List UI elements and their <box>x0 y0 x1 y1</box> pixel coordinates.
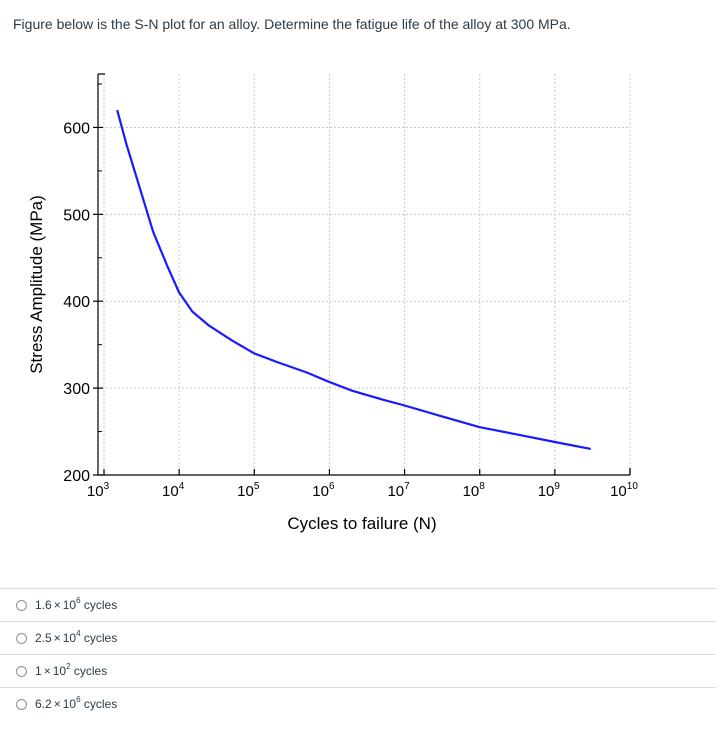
answer-option-3[interactable]: 1 × 102 cycles <box>0 654 716 687</box>
sn-chart: 200 300 400 500 600 103 104 105 106 107 108 109 1010… <box>0 60 716 560</box>
x-tick-label: 105 <box>237 481 260 500</box>
y-tick-label: 300 <box>63 381 90 398</box>
answer-option-2[interactable]: 2.5 × 104 cycles <box>0 621 716 654</box>
x-tick-label: 106 <box>312 481 335 500</box>
y-tick-label: 500 <box>63 207 90 224</box>
x-tick-label: 104 <box>162 481 185 500</box>
x-tick-label: 103 <box>87 481 110 500</box>
answer-label: 1 × 102 cycles <box>35 662 108 679</box>
y-tick-label: 200 <box>63 468 90 485</box>
radio-button[interactable] <box>16 698 27 710</box>
y-tick-label: 600 <box>63 120 90 137</box>
answer-label: 6.2 × 106 cycles <box>35 695 118 712</box>
sn-curve <box>116 109 591 450</box>
x-tick-label: 108 <box>463 481 486 500</box>
sn-plot-svg: 200 300 400 500 600 103 104 105 106 107 108 109 1010… <box>27 73 638 533</box>
answer-option-1[interactable]: 1.6 × 106 cycles <box>0 588 716 621</box>
y-axis-title: Stress Amplitude (MPa) <box>27 195 46 374</box>
radio-button[interactable] <box>16 599 27 611</box>
radio-button[interactable] <box>16 632 27 644</box>
answer-option-4[interactable]: 6.2 × 106 cycles <box>0 687 716 720</box>
x-axis-title: Cycles to failure (N) <box>287 514 436 533</box>
radio-button[interactable] <box>16 665 27 677</box>
answer-label: 1.6 × 106 cycles <box>35 596 118 613</box>
y-tick-label: 400 <box>63 294 90 311</box>
answer-list: 1.6 × 106 cycles 2.5 × 104 cycles 1 × 102 cycl… <box>0 588 716 720</box>
x-tick-label: 107 <box>387 481 410 500</box>
x-tick-label: 109 <box>538 481 561 500</box>
x-tick-label: 1010 <box>610 481 638 500</box>
answer-label: 2.5 × 104 cycles <box>35 629 118 646</box>
question-text: Figure below is the S-N plot for an allo… <box>13 16 571 32</box>
